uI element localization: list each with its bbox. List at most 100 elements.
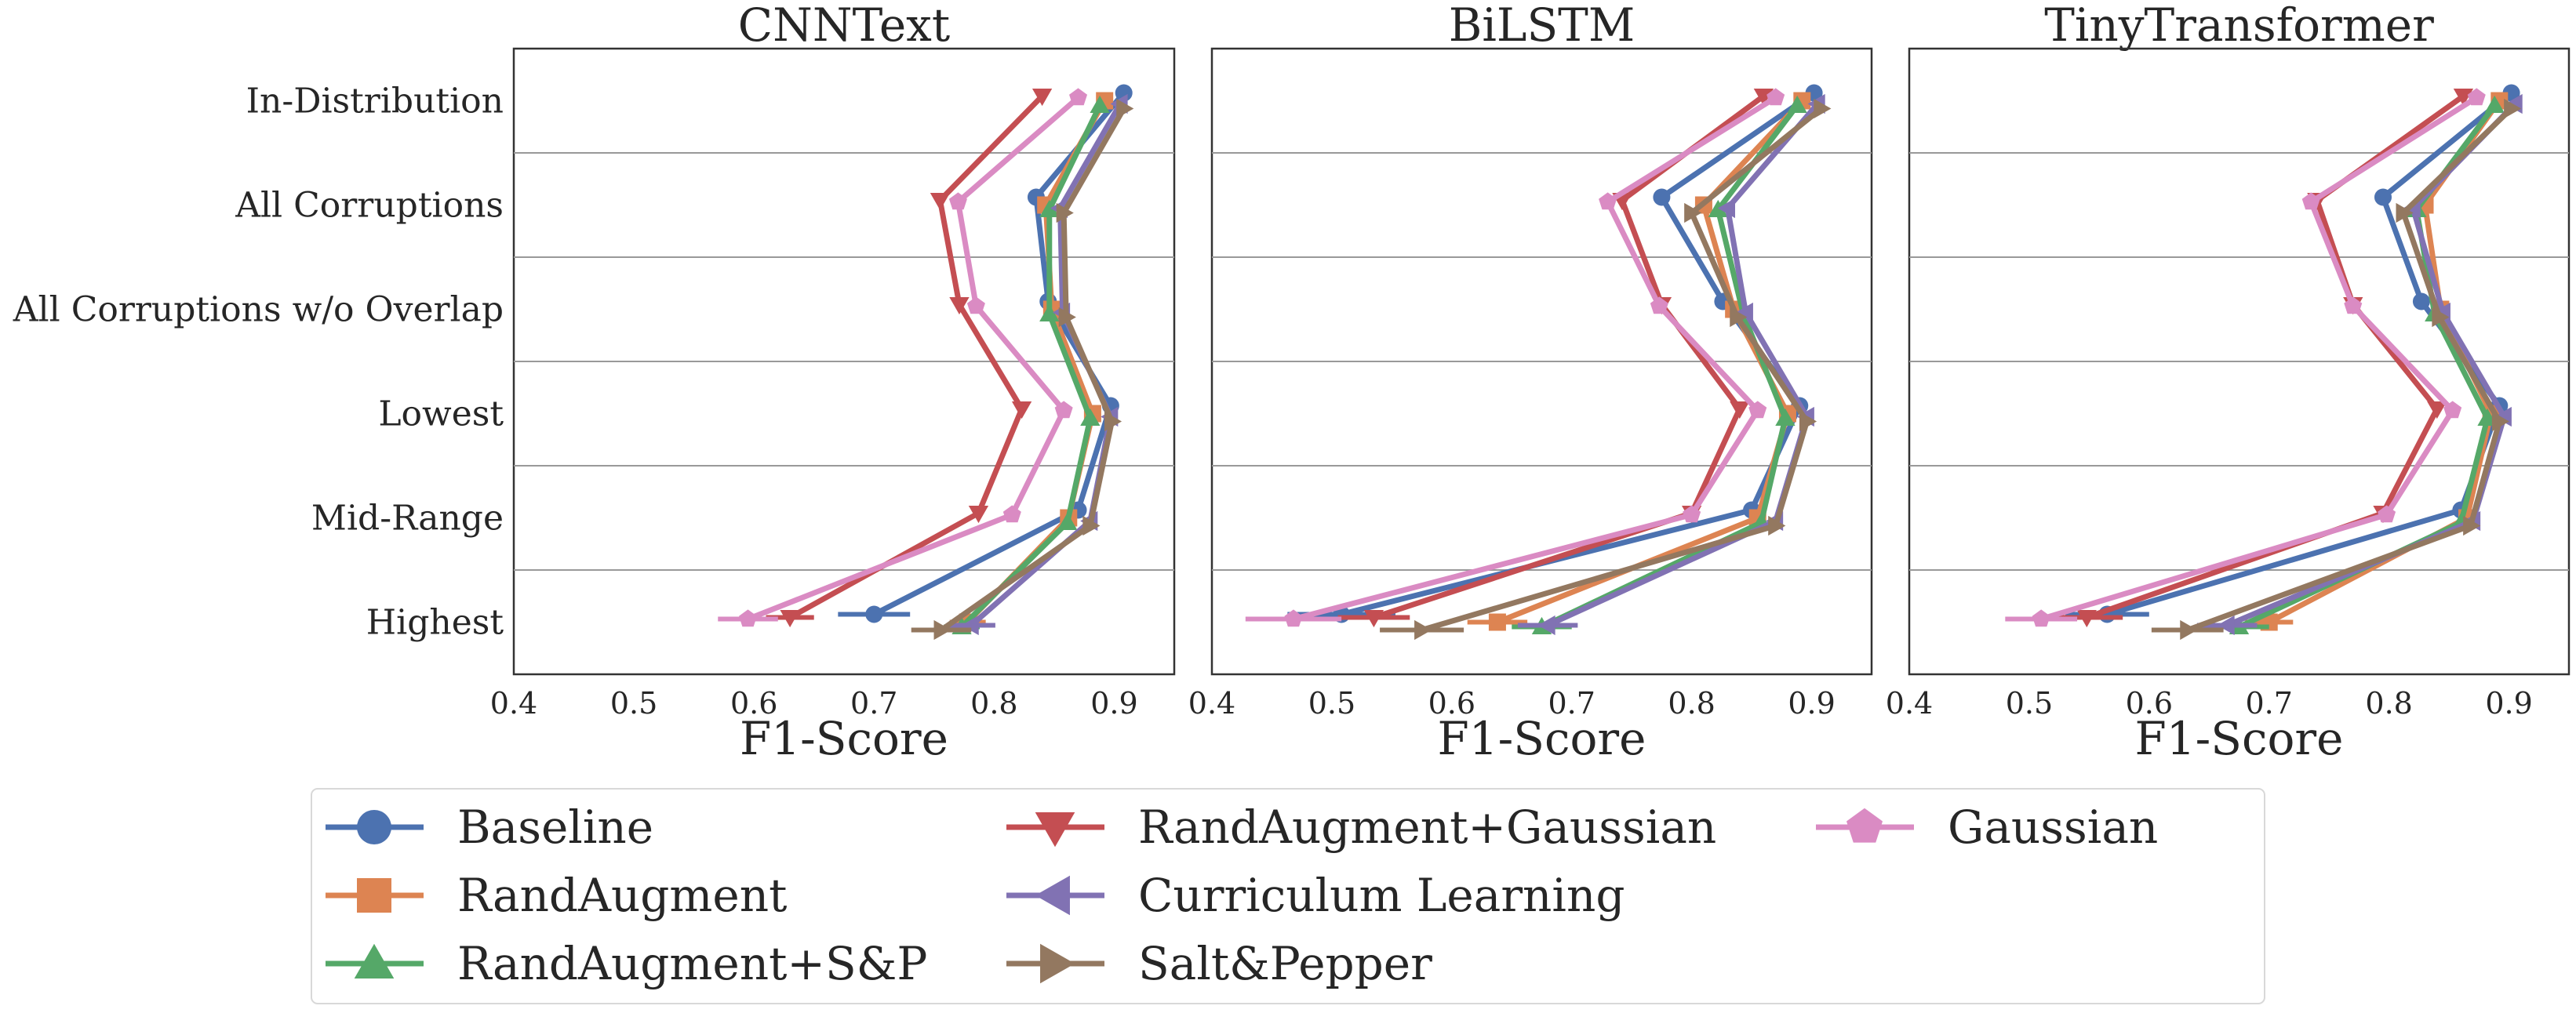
- data-point: [968, 506, 989, 524]
- panel-cnntext: CNNText 0.4 0.5 0.6 0.7 0.8 0.9 F1-Score In-Dist…: [13, 0, 1176, 765]
- data-point: [2180, 619, 2198, 641]
- x-tick-label: 0.7: [1548, 686, 1595, 721]
- data-point: [1775, 408, 1796, 426]
- data-point: [948, 192, 967, 210]
- data-point: [1116, 98, 1134, 119]
- data-point: [1753, 89, 1774, 107]
- legend-marker: [1846, 808, 1883, 843]
- legend-entry: Salt&Pepper: [1006, 937, 1432, 990]
- data-point: [1031, 89, 1053, 107]
- category-label: Mid-Range: [311, 499, 504, 539]
- data-point: [1069, 88, 1088, 106]
- data-point: [933, 619, 951, 641]
- data-point: [2301, 192, 2320, 210]
- series-line: [788, 94, 1045, 620]
- series-line: [747, 95, 1080, 622]
- series-salt-pepper: [911, 98, 1134, 641]
- series-salt-pepper: [2151, 98, 2522, 641]
- data-point: [865, 605, 883, 623]
- panel-tinytransformer: TinyTransformer 0.4 0.5 0.6 0.7 0.8 0.9 F1-Scor…: [1886, 0, 2571, 765]
- x-tick-label: 0.7: [850, 686, 897, 721]
- data-point: [1488, 613, 1506, 631]
- data-point: [1057, 512, 1078, 530]
- x-axis-label: F1-Score: [740, 712, 948, 765]
- legend-entry: RandAugment+S&P: [326, 937, 927, 990]
- category-label: In-Distribution: [246, 82, 504, 122]
- panel-title: TinyTransformer: [2044, 0, 2434, 52]
- data-point: [1414, 619, 1432, 641]
- x-tick-label: 0.5: [610, 686, 657, 721]
- legend-entry: Baseline: [326, 801, 653, 854]
- series-line: [939, 107, 1126, 633]
- legend-label: RandAugment+Gaussian: [1138, 801, 1716, 854]
- x-tick-label: 0.8: [2365, 686, 2412, 721]
- x-tick-label: 0.6: [2126, 686, 2173, 721]
- data-point: [2374, 188, 2392, 206]
- data-point: [1115, 84, 1133, 102]
- legend-entry: RandAugment+Gaussian: [1006, 801, 1716, 854]
- data-point: [1748, 401, 1767, 419]
- data-point: [2412, 292, 2430, 310]
- data-point: [1363, 610, 1384, 628]
- data-point: [1104, 411, 1122, 432]
- series-gaussian: [1245, 88, 1785, 627]
- data-point: [2453, 89, 2474, 107]
- series-gaussian: [2005, 88, 2486, 627]
- x-axis-label: F1-Score: [2135, 712, 2344, 765]
- legend-entry: Gaussian: [1816, 801, 2158, 854]
- data-point: [1090, 95, 1110, 113]
- data-point: [1768, 515, 1786, 536]
- data-point: [1730, 307, 1748, 328]
- legend-label: RandAugment+S&P: [457, 937, 927, 990]
- category-label: All Corruptions w/o Overlap: [13, 290, 504, 330]
- x-axis-label: F1-Score: [1438, 712, 1646, 765]
- data-point: [1814, 98, 1832, 119]
- legend-marker: [1035, 812, 1075, 848]
- data-point: [1766, 88, 1785, 106]
- legend-label: Salt&Pepper: [1138, 937, 1432, 990]
- series-curriculum-learning: [2196, 93, 2523, 636]
- data-point: [1054, 401, 1073, 419]
- data-point: [1799, 411, 1817, 432]
- legend-marker: [357, 878, 391, 913]
- series-line: [2186, 106, 2514, 633]
- data-point: [1653, 188, 1671, 206]
- x-tick-label: 0.9: [1090, 686, 1137, 721]
- series-line: [1293, 95, 1777, 622]
- series-line: [2086, 93, 2465, 620]
- data-point: [1039, 303, 1060, 321]
- data-point: [2432, 307, 2450, 328]
- data-point: [2217, 615, 2235, 636]
- data-point: [2344, 296, 2363, 314]
- data-point: [1056, 202, 1074, 223]
- data-point: [1650, 296, 1668, 314]
- data-point: [2491, 411, 2509, 432]
- legend-marker: [1035, 875, 1070, 916]
- x-tick-label: 0.6: [1428, 686, 1475, 721]
- legend-entry: RandAugment: [326, 869, 787, 922]
- data-point: [966, 296, 985, 314]
- panel-bilstm: BiLSTM 0.4 0.5 0.6 0.7 0.8 0.9 F1-Score: [1188, 0, 1873, 765]
- data-point: [739, 609, 758, 627]
- category-label: Lowest: [378, 394, 504, 434]
- data-point: [1537, 615, 1555, 636]
- x-tick-label: 0.4: [490, 686, 537, 721]
- data-point: [1599, 192, 1617, 210]
- data-point: [1011, 401, 1032, 419]
- data-point: [2463, 515, 2481, 536]
- series-randaugment-gaussian: [766, 89, 1053, 628]
- data-point: [780, 610, 800, 628]
- legend-frame: [311, 788, 2265, 1004]
- data-point: [961, 615, 979, 636]
- legend-marker: [357, 810, 391, 844]
- legend-entry: Curriculum Learning: [1006, 869, 1625, 922]
- category-label: All Corruptions: [235, 186, 504, 226]
- data-point: [2427, 401, 2447, 419]
- data-point: [1787, 95, 1807, 113]
- category-label: Highest: [366, 603, 504, 643]
- data-point: [1058, 307, 1076, 328]
- panel-title: BiLSTM: [1449, 0, 1635, 52]
- data-point: [949, 297, 970, 315]
- data-point: [1717, 198, 1735, 219]
